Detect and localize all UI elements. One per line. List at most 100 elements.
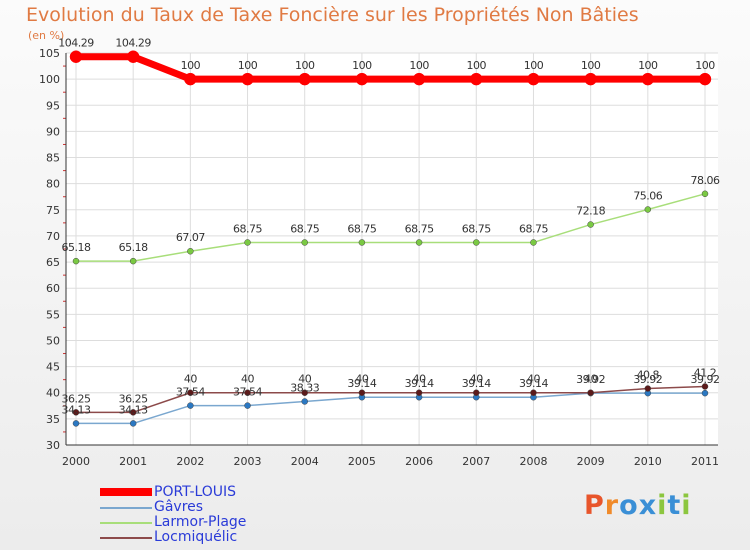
legend-swatch-port-louis — [100, 488, 152, 496]
data-point — [244, 389, 251, 396]
data-point — [473, 389, 480, 396]
data-point — [698, 72, 712, 86]
data-point — [530, 239, 537, 246]
data-point — [129, 409, 137, 416]
data-label: 39.92 — [691, 373, 720, 386]
data-label: 100 — [409, 59, 429, 72]
logo-letter: i — [657, 490, 668, 521]
data-point — [69, 50, 83, 63]
data-label: 37.54 — [176, 386, 205, 399]
data-point — [701, 190, 709, 198]
data-label: 78.06 — [691, 174, 720, 187]
data-label: 40 — [298, 373, 311, 386]
y-tick-label: 80 — [46, 178, 60, 191]
data-label: 68.75 — [347, 222, 376, 235]
data-point — [641, 72, 655, 86]
data-point — [415, 239, 423, 246]
data-label: 104.29 — [115, 37, 151, 50]
data-point — [584, 72, 597, 86]
x-tick-label: 2001 — [119, 455, 147, 468]
y-tick-label: 75 — [46, 204, 60, 217]
x-tick-label: 2008 — [519, 455, 547, 468]
data-label: 68.75 — [233, 222, 262, 235]
data-label: 100 — [181, 59, 201, 72]
x-tick-label: 2000 — [62, 455, 90, 468]
data-label: 40 — [527, 373, 540, 386]
legend-swatch-gavres — [100, 507, 152, 509]
data-label: 100 — [581, 59, 601, 72]
data-point — [72, 420, 80, 427]
logo-letter: i — [681, 490, 692, 521]
data-point — [470, 72, 483, 86]
x-tick-label: 2011 — [691, 455, 719, 468]
data-point — [701, 389, 709, 397]
legend-label-gavres: Gâvres — [154, 499, 204, 515]
data-point — [187, 389, 194, 396]
data-label: 39.14 — [462, 377, 491, 390]
data-point — [355, 72, 369, 86]
x-tick-label: 2005 — [348, 455, 376, 468]
data-label: 68.75 — [462, 222, 491, 235]
data-point — [301, 398, 308, 405]
data-point — [72, 409, 80, 416]
data-label: 72.18 — [576, 205, 605, 218]
data-label: 39.92 — [633, 373, 662, 386]
logo-letter: r — [604, 490, 620, 521]
data-label: 68.75 — [290, 222, 319, 235]
x-tick-label: 2003 — [234, 455, 262, 468]
data-label: 100 — [467, 59, 487, 72]
legend-label-locmiquelic: Locmiquélic — [154, 529, 238, 545]
y-tick-label: 35 — [46, 413, 60, 426]
data-point — [358, 239, 366, 246]
data-label: 40 — [413, 373, 426, 386]
data-point — [129, 257, 137, 265]
data-point — [129, 420, 137, 427]
y-tick-label: 95 — [46, 99, 60, 112]
logo-letter: t — [667, 490, 682, 521]
logo-letter: P — [584, 490, 605, 521]
y-tick-label: 85 — [46, 152, 60, 165]
data-label: 40 — [241, 373, 254, 386]
data-label: 39.92 — [576, 373, 605, 386]
data-label: 40 — [355, 373, 368, 386]
data-label: 34.13 — [62, 403, 91, 416]
data-label: 65.18 — [62, 241, 91, 254]
data-label: 39.14 — [405, 377, 434, 390]
data-label: 40.8 — [637, 369, 660, 382]
data-label: 40 — [470, 373, 483, 386]
data-point — [187, 247, 194, 255]
data-label: 100 — [695, 59, 715, 72]
x-tick-label: 2002 — [176, 455, 204, 468]
series-line — [76, 385, 706, 414]
data-label: 68.75 — [519, 222, 548, 235]
data-label: 75.06 — [633, 189, 662, 202]
data-point — [72, 257, 80, 265]
data-point — [358, 389, 366, 396]
y-tick-label: 65 — [46, 256, 60, 269]
data-label: 67.07 — [176, 231, 205, 244]
x-tick-label: 2009 — [577, 455, 605, 468]
y-tick-label: 40 — [46, 387, 60, 400]
data-label: 100 — [524, 59, 544, 72]
legend-swatch-locmiquelic — [100, 537, 152, 539]
data-point — [587, 221, 594, 228]
data-label: 36.25 — [119, 392, 148, 405]
plot-area — [66, 53, 718, 445]
y-tick-label: 55 — [46, 308, 60, 321]
legend-swatch-larmor-plage — [100, 522, 152, 524]
data-label: 100 — [638, 59, 658, 72]
y-tick-label: 105 — [39, 47, 60, 60]
data-point — [644, 385, 652, 392]
data-point — [241, 72, 254, 86]
data-point — [530, 389, 537, 396]
data-point — [412, 72, 426, 86]
data-point — [644, 206, 652, 213]
x-tick-label: 2004 — [291, 455, 319, 468]
legend-label-port-louis: PORT-LOUIS — [154, 484, 237, 500]
data-point — [187, 402, 194, 409]
data-point — [244, 402, 251, 409]
y-tick-label: 90 — [46, 125, 60, 138]
y-tick-label: 70 — [46, 230, 60, 243]
data-label: 40 — [184, 373, 197, 386]
